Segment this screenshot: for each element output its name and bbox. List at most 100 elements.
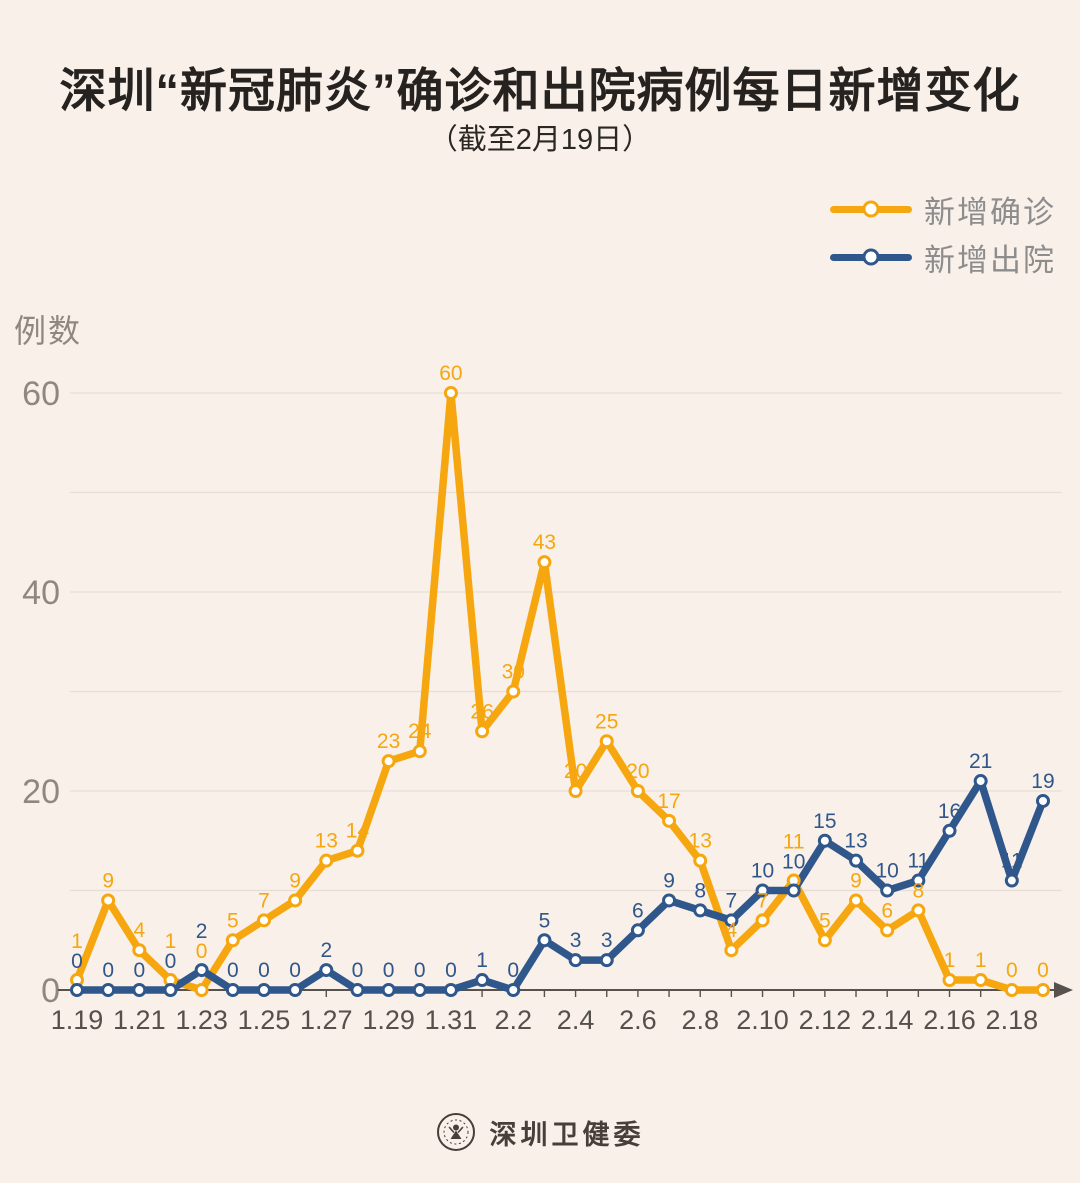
confirmed-data-point [225,933,240,948]
x-tick-label: 2.10 [736,1005,789,1035]
discharged-data-point [630,923,645,938]
confirmed-data-point [350,843,365,858]
discharged-data-point [443,983,458,997]
x-tick-label: 2.6 [619,1005,657,1035]
discharged-data-label: 5 [539,909,551,932]
legend-item-discharged: 新增出院 [830,238,1056,278]
discharged-data-label: 11 [1001,850,1023,873]
confirmed-data-label: 30 [502,661,525,684]
confirmed-data-label: 4 [726,919,738,942]
discharged-data-label: 10 [751,860,774,883]
discharged-data-label: 0 [258,959,270,982]
discharged-data-label: 19 [1031,770,1054,793]
confirmed-data-label: 9 [850,869,862,892]
discharged-data-label: 3 [570,929,582,952]
discharged-data-point [724,913,739,928]
confirmed-data-point [319,853,334,868]
discharged-data-label: 2 [320,939,332,962]
confirmed-data-label: 1 [975,949,987,972]
discharged-data-point [225,983,240,997]
x-tick-label: 2.12 [799,1005,852,1035]
discharged-data-point [288,983,303,997]
confirmed-data-label: 6 [881,899,893,922]
confirmed-data-point [506,684,521,699]
discharged-data-label: 7 [726,889,738,912]
discharged-data-point [973,774,988,789]
chart-legend: 新增确诊 新增出院 [830,190,1056,278]
x-tick-label: 2.8 [681,1005,719,1035]
confirmed-data-point [849,893,864,908]
discharged-data-point [412,983,427,997]
discharged-data-point [381,983,396,997]
footer: 深圳卫健委 [0,1112,1080,1152]
confirmed-data-point [693,853,708,868]
discharged-data-point [755,883,770,898]
discharged-line-swatch [830,248,912,266]
confirmed-data-point [630,784,645,798]
confirmed-data-label: 7 [757,889,769,912]
x-tick-label: 1.23 [175,1005,228,1035]
discharged-data-point [101,983,116,997]
discharged-data-label: 11 [907,850,929,873]
confirmed-data-label: 0 [196,940,208,963]
x-tick-label: 2.18 [986,1005,1039,1035]
discharged-data-label: 9 [663,869,675,892]
discharged-data-label: 0 [289,959,301,982]
discharged-data-point [1004,873,1019,888]
x-tick-label: 1.21 [113,1005,166,1035]
confirmed-data-label: 5 [819,909,831,932]
confirmed-data-point [256,913,271,928]
confirmed-data-label: 9 [289,869,301,892]
confirmed-data-point [381,754,396,769]
confirmed-data-point [568,784,583,798]
confirmed-data-label: 26 [470,700,493,723]
legend-label-discharged: 新增出院 [924,242,1056,278]
discharged-data-point [506,983,521,997]
x-tick-label: 1.29 [362,1005,415,1035]
discharged-data-point [256,983,271,997]
discharged-data-label: 0 [383,959,395,982]
discharged-data-label: 0 [165,950,177,973]
x-tick-label: 1.25 [238,1005,291,1035]
confirmed-data-point [1035,983,1050,997]
confirmed-data-point [412,744,427,759]
confirmed-data-label: 43 [533,531,556,554]
y-tick-label: 20 [22,773,60,811]
confirmed-marker-icon [862,200,880,218]
confirmed-data-point [942,973,957,988]
discharged-data-label: 15 [813,810,836,833]
confirmed-data-label: 17 [657,790,680,813]
page-title: 深圳“新冠肺炎”确诊和出院病例每日新增变化 [59,64,1021,117]
discharged-data-point [70,983,84,997]
confirmed-data-label: 1 [944,949,956,972]
discharged-data-point [880,883,895,898]
discharged-data-label: 13 [844,830,867,853]
shenzhen-health-commission-logo-icon [436,1113,475,1151]
x-tick-label: 2.16 [923,1005,976,1035]
discharged-data-label: 0 [227,959,239,982]
discharged-data-label: 1 [476,949,488,972]
confirmed-data-label: 60 [439,362,462,385]
discharged-data-point [942,823,957,838]
discharged-data-point [132,983,147,997]
discharged-data-label: 0 [133,959,145,982]
confirmed-data-point [132,943,147,958]
confirmed-data-point [101,893,116,908]
confirmed-data-point [599,734,614,749]
confirmed-data-point [662,813,677,828]
confirmed-data-label: 1 [71,930,83,953]
discharged-data-label: 0 [414,959,426,982]
confirmed-data-label: 25 [595,710,618,733]
confirmed-data-point [475,724,490,739]
discharged-data-point [786,883,801,898]
confirmed-data-label: 13 [315,830,338,853]
confirmed-data-label: 5 [227,909,239,932]
discharged-data-point [319,963,334,978]
confirmed-data-label: 7 [258,889,270,912]
confirmed-data-point [443,386,458,400]
confirmed-data-point [194,983,209,997]
discharged-data-point [537,933,552,948]
discharged-data-point [662,893,677,908]
confirmed-data-label: 4 [133,919,145,942]
